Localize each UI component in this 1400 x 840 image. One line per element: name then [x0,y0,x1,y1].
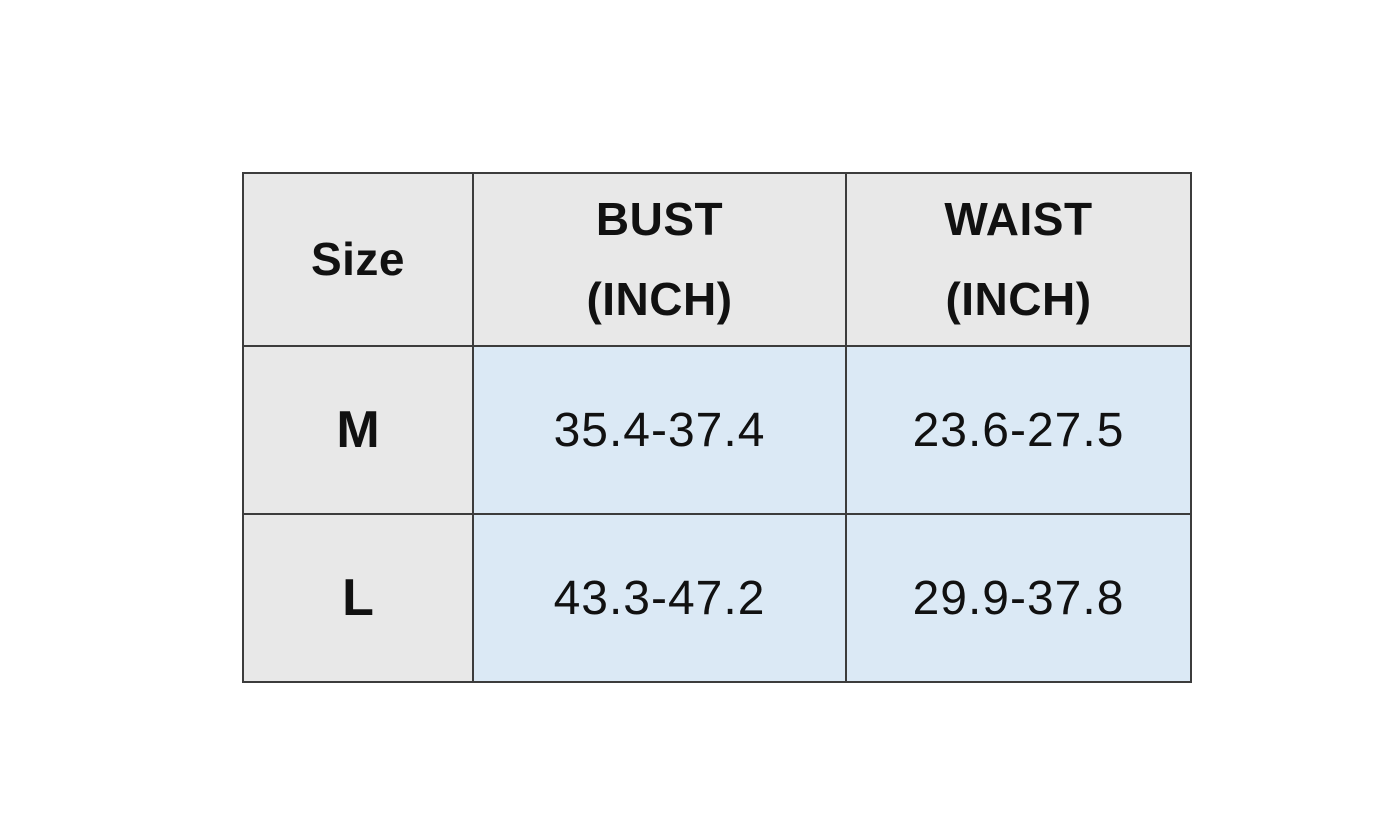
bust-value-m: 35.4-37.4 [472,345,847,515]
header-row: Size BUST (INCH) WAIST (INCH) [242,172,1192,347]
waist-value-l: 29.9-37.8 [845,513,1192,683]
header-size: Size [242,172,474,347]
header-waist-inch: WAIST (INCH) [845,172,1192,347]
table-row-size-m: M 35.4-37.4 23.6-27.5 [242,345,1192,515]
table-row-size-l: L 43.3-47.2 29.9-37.8 [242,513,1192,683]
size-label-m: M [242,345,474,515]
waist-value-m: 23.6-27.5 [845,345,1192,515]
size-label-l: L [242,513,474,683]
header-bust-inch: BUST (INCH) [472,172,847,347]
size-chart-table: Size BUST (INCH) WAIST (INCH) M 35.4-37.… [242,172,1192,683]
bust-value-l: 43.3-47.2 [472,513,847,683]
